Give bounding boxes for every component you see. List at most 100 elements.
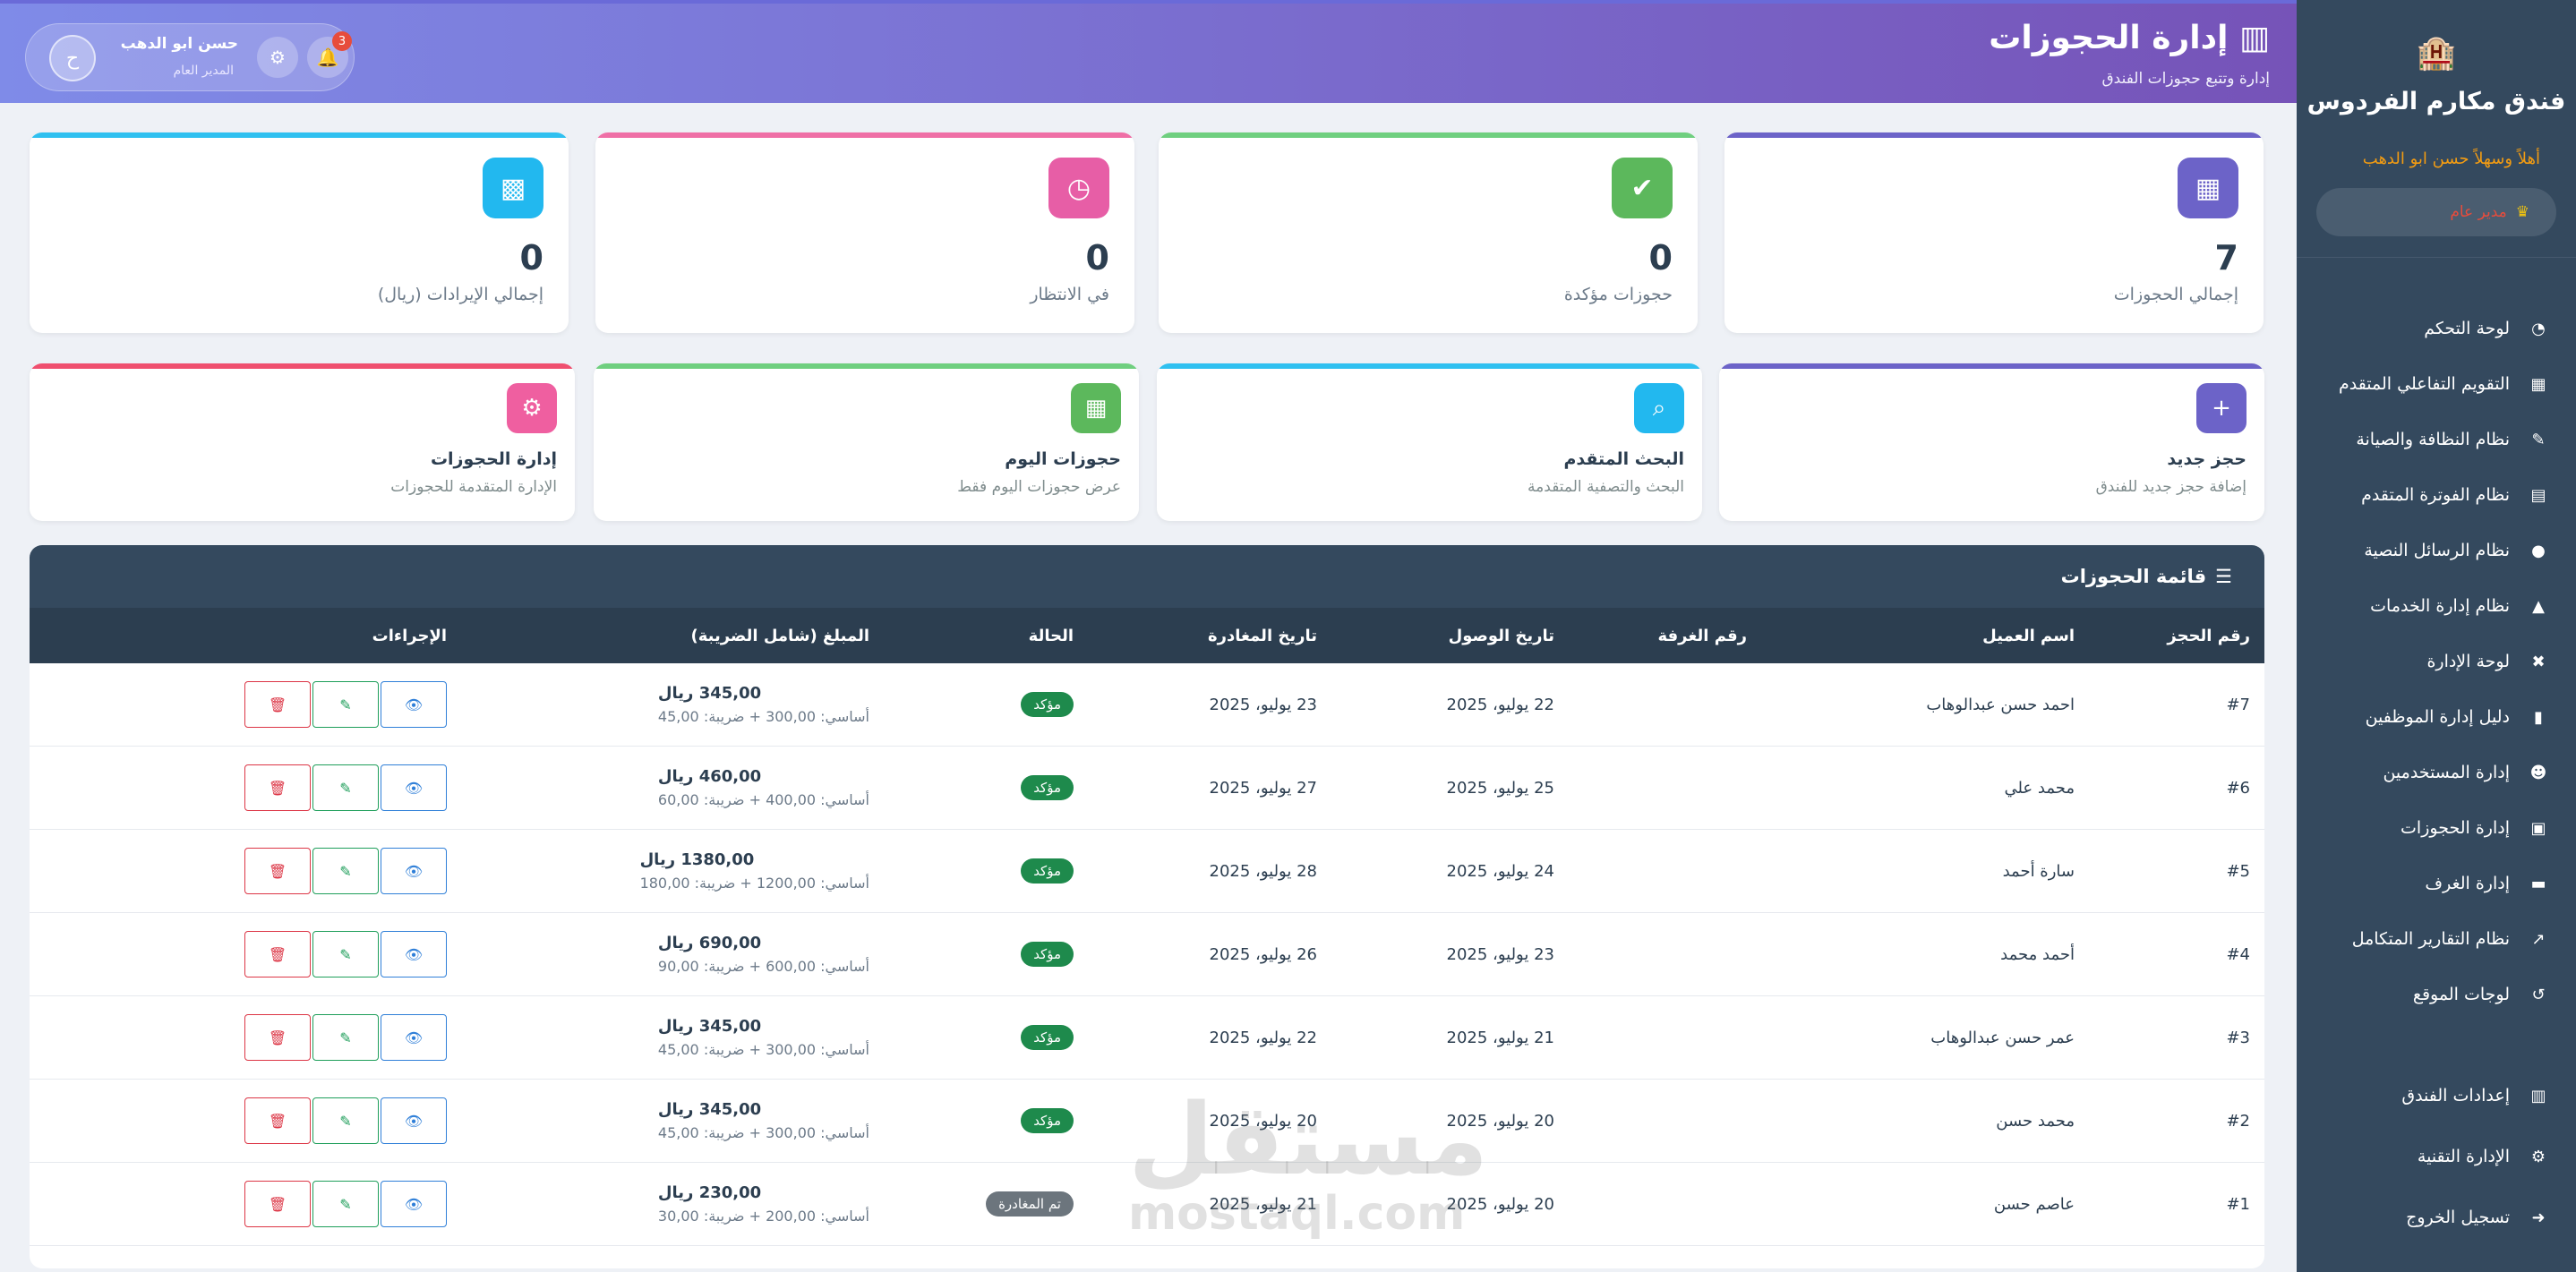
edit-icon: ✎ xyxy=(339,696,352,713)
sidebar-item[interactable]: ▬ إدارة الغرف xyxy=(2297,856,2576,911)
edit-icon: ✎ xyxy=(339,779,352,797)
amount-total: 345,00 ريال xyxy=(657,1017,762,1036)
column-header: رقم الغرفة xyxy=(1657,626,1747,645)
sidebar-item[interactable]: ▮ دليل إدارة الموظفين xyxy=(2297,689,2576,745)
bookings-table: ☰ قائمة الحجوزات رقم الحجز اسم العميل رقم … xyxy=(30,545,2264,1268)
sidebar-item-label: تسجيل الخروج xyxy=(2406,1208,2510,1227)
edit-button[interactable]: ✎ xyxy=(312,1097,379,1144)
edit-button[interactable]: ✎ xyxy=(312,764,379,811)
sidebar-item-label: إدارة الحجوزات xyxy=(2401,818,2510,838)
action-buttons: 👁 ✎ 🗑 xyxy=(244,681,447,728)
delete-button[interactable]: 🗑 xyxy=(244,848,311,894)
eye-icon: 👁 xyxy=(404,945,424,963)
delete-button[interactable]: 🗑 xyxy=(244,764,311,811)
delete-button[interactable]: 🗑 xyxy=(244,1097,311,1144)
edit-button[interactable]: ✎ xyxy=(312,681,379,728)
action-description: البحث والتصفية المتقدمة xyxy=(1528,478,1684,496)
quick-action-card[interactable]: ⚙ إدارة الحجوزات الإدارة المتقدمة للحجوز… xyxy=(30,363,575,521)
view-button[interactable]: 👁 xyxy=(381,1014,447,1061)
quick-action-card[interactable]: + حجز جديد إضافة حجز جديد للفندق xyxy=(1719,363,2264,521)
hotel-icon: 🏨 xyxy=(2416,35,2457,72)
delete-button[interactable]: 🗑 xyxy=(244,931,311,977)
edit-button[interactable]: ✎ xyxy=(312,848,379,894)
delete-button[interactable]: 🗑 xyxy=(244,1181,311,1227)
trash-icon: 🗑 xyxy=(268,1195,287,1213)
trash-icon: 🗑 xyxy=(268,862,287,880)
booking-id: #3 xyxy=(2226,1028,2250,1047)
amount-cell: 345,00 ريال أساسي: 300,00 + ضريبة: 45,00 xyxy=(658,663,869,746)
arrival-date: 21 يوليو، 2025 xyxy=(1446,1028,1555,1047)
table-columns: رقم الحجز اسم العميل رقم الغرفة تاريخ الوصو… xyxy=(30,608,2264,663)
delete-button[interactable]: 🗑 xyxy=(244,681,311,728)
customer-name: سارة أحمد xyxy=(2002,861,2075,881)
amount-cell: 690,00 ريال أساسي: 600,00 + ضريبة: 90,00 xyxy=(658,913,869,995)
stat-card: ▩ 0 إجمالي الإيرادات (ريال) xyxy=(30,132,569,333)
amount-cell: 230,00 ريال أساسي: 200,00 + ضريبة: 30,00 xyxy=(658,1163,869,1245)
view-button[interactable]: 👁 xyxy=(381,848,447,894)
customer-name: محمد علي xyxy=(2004,778,2075,798)
sidebar-item-label: دليل إدارة الموظفين xyxy=(2365,707,2510,727)
sidebar-item[interactable]: ↗ نظام التقارير المتكامل xyxy=(2297,911,2576,967)
status-badge: مؤكد xyxy=(1021,1108,1074,1133)
arrival-date: 25 يوليو، 2025 xyxy=(1446,778,1555,798)
action-buttons: 👁 ✎ 🗑 xyxy=(244,1097,447,1144)
view-button[interactable]: 👁 xyxy=(381,764,447,811)
menu-icon: ● xyxy=(2531,541,2546,560)
amount-breakdown: أساسي: 300,00 + ضريبة: 45,00 xyxy=(657,708,869,725)
amount-cell: 345,00 ريال أساسي: 300,00 + ضريبة: 45,00 xyxy=(658,996,869,1079)
menu-icon: ▲ xyxy=(2532,596,2545,616)
arrival-date: 24 يوليو، 2025 xyxy=(1446,861,1555,881)
sidebar-item-label: نظام النظافة والصيانة xyxy=(2356,430,2510,449)
quick-action-card[interactable]: ▦ حجوزات اليوم عرض حجوزات اليوم فقط xyxy=(594,363,1139,521)
sidebar-item[interactable]: ◔ لوحة التحكم xyxy=(2297,301,2576,356)
quick-action-card[interactable]: ⌕ البحث المتقدم البحث والتصفية المتقدمة xyxy=(1157,363,1702,521)
delete-button[interactable]: 🗑 xyxy=(244,1014,311,1061)
sidebar-item[interactable]: ● نظام الرسائل النصية xyxy=(2297,523,2576,578)
view-button[interactable]: 👁 xyxy=(381,1181,447,1227)
view-button[interactable]: 👁 xyxy=(381,681,447,728)
welcome-text: أهلاً وسهلاً حسن ابو الدهب xyxy=(2362,149,2540,168)
building-icon: ▥ xyxy=(2238,20,2270,56)
sidebar-item[interactable]: ⚙ الإدارة التقنية xyxy=(2297,1126,2576,1187)
trash-icon: 🗑 xyxy=(268,1112,287,1130)
sidebar-item-label: إعدادات الفندق xyxy=(2401,1086,2510,1106)
sidebar-item[interactable]: ✖ لوحة الإدارة xyxy=(2297,634,2576,689)
sidebar-menu: ◔ لوحة التحكم ▦ التقويم التفاعلي المتقدم ✎ نظ… xyxy=(2297,301,2576,1022)
edit-button[interactable]: ✎ xyxy=(312,1014,379,1061)
table-row: #3 عمر حسن عبدالوهاب 21 يوليو، 2025 22 ي… xyxy=(30,996,2264,1080)
action-description: عرض حجوزات اليوم فقط xyxy=(957,478,1121,496)
sidebar-item[interactable]: ➜ تسجيل الخروج xyxy=(2297,1187,2576,1248)
trash-icon: 🗑 xyxy=(268,1029,287,1046)
edit-icon: ✎ xyxy=(339,945,352,963)
eye-icon: 👁 xyxy=(404,862,424,880)
column-header: تاريخ الوصول xyxy=(1448,626,1554,645)
sidebar-item-label: نظام الفوترة المتقدم xyxy=(2361,485,2510,505)
page-title: ▥ إدارة الحجوزات xyxy=(1989,20,2270,56)
action-description: إضافة حجز جديد للفندق xyxy=(2095,478,2247,496)
avatar[interactable]: ح xyxy=(49,35,96,81)
sidebar-item[interactable]: ▤ نظام الفوترة المتقدم xyxy=(2297,467,2576,523)
view-button[interactable]: 👁 xyxy=(381,1097,447,1144)
sidebar-item[interactable]: ↺ لوجات الموقع xyxy=(2297,967,2576,1022)
booking-id: #2 xyxy=(2226,1111,2250,1131)
amount-total: 345,00 ريال xyxy=(657,684,762,703)
notification-bell-button[interactable]: 🔔 3 xyxy=(307,31,352,78)
user-box[interactable]: 🔔 3 ⚙ حسن ابو الدهب المدير العام ح xyxy=(25,23,355,91)
sidebar-item[interactable]: ▥ إعدادات الفندق xyxy=(2297,1065,2576,1126)
actions-cell: 👁 ✎ 🗑 xyxy=(244,1163,447,1245)
action-icon: + xyxy=(2196,383,2247,433)
stat-label: إجمالي الحجوزات xyxy=(2113,285,2238,304)
sidebar-item[interactable]: ▦ التقويم التفاعلي المتقدم xyxy=(2297,356,2576,412)
sidebar-item[interactable]: ☻ إدارة المستخدمين xyxy=(2297,745,2576,800)
edit-button[interactable]: ✎ xyxy=(312,1181,379,1227)
card-accent xyxy=(595,132,1134,138)
view-button[interactable]: 👁 xyxy=(381,931,447,977)
sidebar-item[interactable]: ✎ نظام النظافة والصيانة xyxy=(2297,412,2576,467)
sidebar-item[interactable]: ▲ نظام إدارة الخدمات xyxy=(2297,578,2576,634)
status-badge: مؤكد xyxy=(1021,942,1074,967)
sidebar-item[interactable]: ▣ إدارة الحجوزات xyxy=(2297,800,2576,856)
table-row: #5 سارة أحمد 24 يوليو، 2025 28 يوليو، 20… xyxy=(30,830,2264,913)
edit-button[interactable]: ✎ xyxy=(312,931,379,977)
stat-label: إجمالي الإيرادات (ريال) xyxy=(377,285,543,304)
settings-button[interactable]: ⚙ xyxy=(257,37,298,78)
